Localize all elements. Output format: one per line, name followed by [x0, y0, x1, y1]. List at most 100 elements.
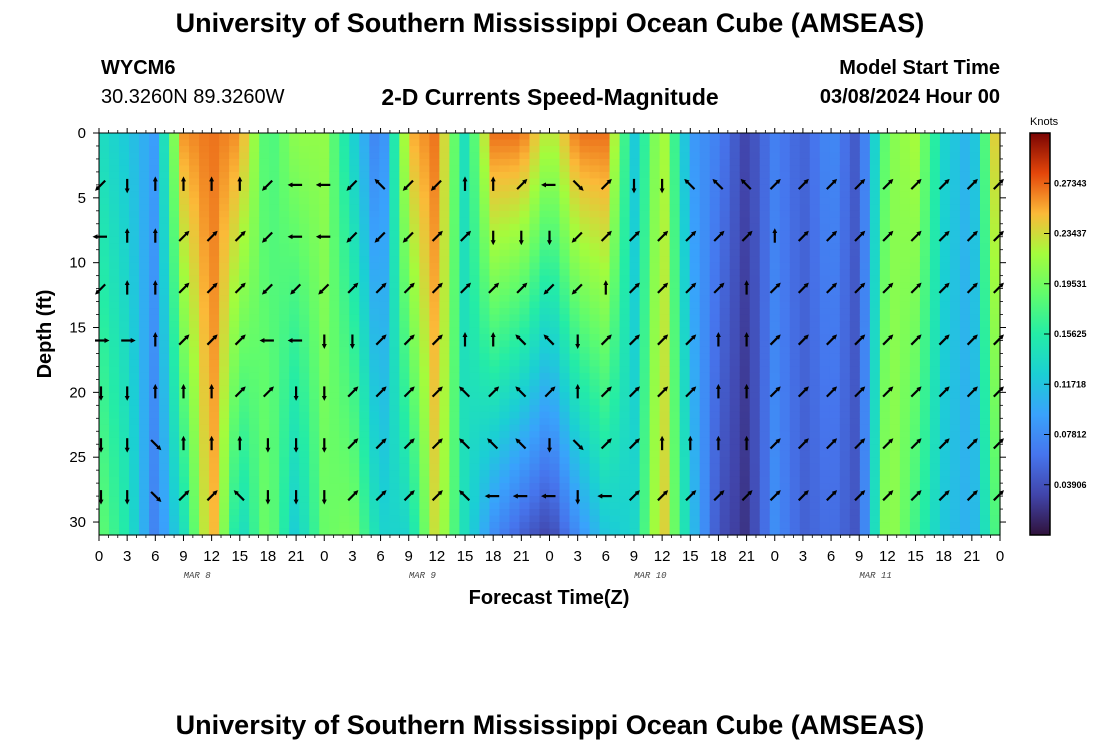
heatmap-cell — [399, 450, 410, 458]
heatmap-cell — [729, 470, 741, 478]
heatmap-cell — [199, 470, 210, 478]
heatmap-cell — [649, 269, 661, 277]
heatmap-cell — [419, 418, 430, 426]
heatmap-cell — [269, 509, 280, 517]
heatmap-cell — [839, 411, 851, 419]
heatmap-cell — [679, 431, 691, 439]
heatmap-cell — [359, 509, 370, 517]
heatmap-cell — [699, 204, 711, 212]
heatmap-cell — [479, 269, 491, 277]
heatmap-cell — [449, 405, 460, 413]
heatmap-cell — [309, 366, 320, 374]
heatmap-cell — [279, 379, 290, 387]
heatmap-cell — [569, 321, 581, 329]
heatmap-cell — [749, 210, 761, 218]
heatmap-cell — [569, 515, 581, 523]
heatmap-cell — [789, 197, 801, 205]
heatmap-cell — [649, 476, 661, 484]
heatmap-cell — [339, 197, 350, 205]
heatmap-cell — [859, 509, 871, 517]
heatmap-cell — [829, 197, 841, 205]
heatmap-cell — [819, 392, 831, 400]
heatmap-cell — [759, 418, 771, 426]
heatmap-cell — [609, 178, 621, 186]
heatmap-cell — [109, 502, 120, 510]
heatmap-cell — [629, 418, 641, 426]
heatmap-cell — [699, 184, 711, 192]
heatmap-cell — [159, 411, 170, 419]
heatmap-cell — [299, 502, 310, 510]
heatmap-cell — [859, 308, 871, 316]
heatmap-cell — [229, 334, 240, 342]
heatmap-cell — [719, 197, 731, 205]
heatmap-cell — [809, 236, 821, 244]
heatmap-cell — [429, 515, 440, 523]
heatmap-cell — [849, 346, 861, 355]
heatmap-cell — [509, 340, 521, 348]
heatmap-cell — [119, 321, 130, 329]
heatmap-cell — [669, 502, 681, 510]
heatmap-cell — [629, 223, 641, 231]
heatmap-cell — [189, 398, 200, 406]
heatmap-cell — [799, 262, 811, 270]
heatmap-cell — [499, 502, 511, 510]
heatmap-cell — [219, 295, 230, 303]
heatmap-cell — [449, 353, 460, 361]
heatmap-cell — [319, 450, 330, 458]
heatmap-cell — [849, 489, 861, 497]
heatmap-cell — [849, 178, 861, 186]
heatmap-cell — [829, 165, 841, 173]
heatmap-cell — [799, 450, 811, 458]
heatmap-cell — [869, 470, 881, 478]
heatmap-cell — [699, 366, 711, 374]
heatmap-cell — [429, 217, 440, 225]
heatmap-cell — [499, 424, 511, 432]
heatmap-cell — [759, 515, 771, 523]
heatmap-cell — [199, 483, 210, 491]
heatmap-cell — [239, 327, 250, 335]
heatmap-cell — [589, 327, 601, 335]
heatmap-cell — [649, 301, 661, 309]
heatmap-cell — [469, 522, 481, 530]
heatmap-cell — [719, 178, 731, 186]
heatmap-cell — [189, 230, 200, 238]
heatmap-cell — [599, 522, 611, 530]
heatmap-cell — [739, 437, 751, 445]
heatmap-cell — [809, 444, 821, 452]
heatmap-cell — [599, 139, 611, 147]
heatmap-cell — [789, 275, 801, 283]
heatmap-cell — [789, 314, 801, 322]
heatmap-cell — [469, 223, 481, 231]
heatmap-cell — [859, 392, 871, 400]
heatmap-cell — [449, 359, 460, 368]
heatmap-cell — [169, 275, 180, 283]
heatmap-cell — [119, 178, 130, 186]
heatmap-cell — [419, 321, 430, 329]
heatmap-cell — [339, 522, 350, 530]
station-coordinates: 30.3260N 89.3260W — [101, 86, 285, 108]
heatmap-cell — [869, 372, 881, 380]
heatmap-cell — [469, 379, 481, 387]
heatmap-cell — [499, 457, 511, 465]
heatmap-cell — [409, 191, 420, 199]
heatmap-cell — [399, 437, 410, 445]
heatmap-cell — [119, 437, 130, 445]
heatmap-cell — [859, 171, 871, 179]
heatmap-cell — [889, 509, 901, 517]
heatmap-cell — [459, 509, 471, 517]
heatmap-cell — [859, 340, 871, 348]
heatmap-cell — [139, 178, 150, 186]
heatmap-cell — [589, 334, 601, 342]
heatmap-cell — [759, 424, 771, 432]
heatmap-cell — [849, 301, 861, 309]
heatmap-cell — [869, 444, 881, 452]
heatmap-cell — [259, 340, 270, 348]
heatmap-cell — [669, 191, 681, 199]
heatmap-cell — [669, 139, 681, 147]
heatmap-cell — [419, 217, 430, 225]
heatmap-cell — [489, 405, 501, 413]
heatmap-cell — [529, 502, 541, 510]
heatmap-cell — [689, 288, 701, 296]
heatmap-cell — [129, 321, 140, 329]
heatmap-cell — [119, 470, 130, 478]
